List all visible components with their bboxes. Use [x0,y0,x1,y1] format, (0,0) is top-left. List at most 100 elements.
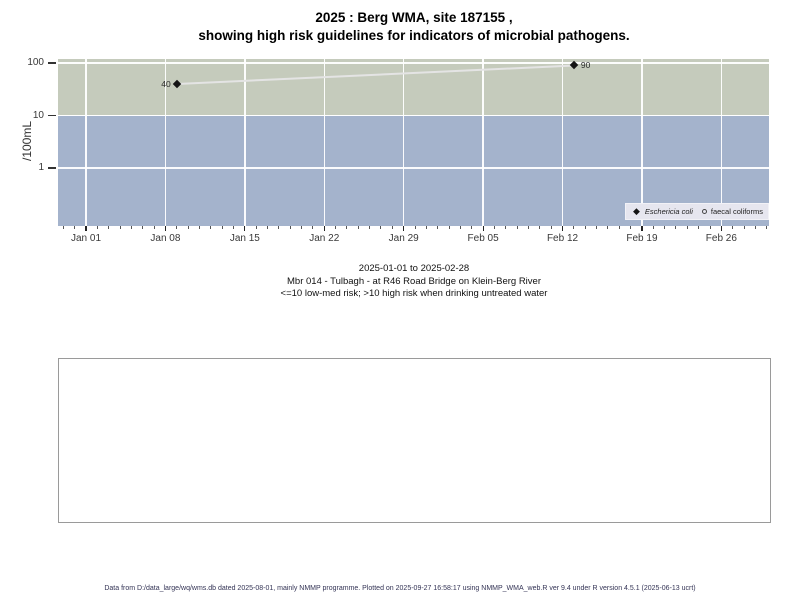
y-tick-mark [48,167,56,169]
chart-title: 2025 : Berg WMA, site 187155 , showing h… [28,9,800,45]
x-minor-tick [346,225,348,229]
x-minor-tick [357,225,359,229]
x-minor-tick [108,225,110,229]
empty-panel [58,358,771,523]
x-minor-tick [664,225,666,229]
gridline-vertical [244,58,246,226]
x-minor-tick [686,225,688,229]
x-tick-mark [561,225,564,231]
x-tick-mark [323,225,325,231]
gridline-vertical [402,58,405,226]
x-minor-tick [380,225,382,229]
filled-diamond-icon: ◆ [633,206,640,216]
x-minor-tick [527,225,529,229]
x-minor-tick [675,225,677,229]
gridline-vertical [85,58,87,226]
chart-title-line2: showing high risk guidelines for indicat… [198,28,630,43]
x-minor-tick [232,225,234,229]
gridline-horizontal [58,167,769,169]
x-minor-tick [414,225,416,229]
caption-risk-note: <=10 low-med risk; >10 high risk when dr… [280,288,548,299]
x-minor-tick [459,225,461,229]
gridline-vertical [720,58,723,226]
y-tick-label: 100 [27,57,44,68]
x-minor-tick [732,225,734,229]
x-tick-label: Jan 08 [150,232,181,244]
x-minor-tick [516,225,518,229]
x-minor-tick [335,225,337,229]
x-minor-tick [301,225,303,229]
x-tick-mark [482,225,484,231]
x-minor-tick [153,225,155,229]
caption: 2025-01-01 to 2025-02-28 Mbr 014 - Tulba… [28,263,800,301]
x-tick-mark [720,225,722,231]
x-minor-tick [130,225,132,229]
x-minor-tick [221,225,223,229]
gridline-vertical [641,58,643,226]
x-minor-tick [607,225,609,229]
x-tick-label: Jan 22 [309,232,340,244]
x-minor-tick [743,225,745,229]
x-tick-mark [641,225,643,231]
x-tick-label: Feb 05 [467,232,499,244]
x-minor-tick [119,225,121,229]
open-circle-icon [701,209,707,214]
x-minor-tick [448,225,450,229]
x-minor-tick [289,225,291,229]
x-tick-mark [244,225,246,231]
gridline-vertical [323,58,326,226]
y-tick-mark [48,62,56,64]
x-tick-label: Feb 19 [626,232,658,244]
x-minor-tick [505,225,507,229]
x-tick-mark [85,225,87,231]
x-minor-tick [652,225,654,229]
x-minor-tick [425,225,427,229]
data-point-label: 40 [161,78,171,89]
x-tick-mark [403,225,405,231]
x-minor-tick [754,225,756,229]
x-tick-label: Jan 01 [70,232,102,244]
y-tick-mark [48,114,56,117]
x-minor-tick [709,225,711,229]
x-tick-label: Feb 12 [546,232,579,244]
data-point-label: 90 [580,60,591,71]
gridline-horizontal [58,62,769,64]
x-minor-tick [187,225,189,229]
x-minor-tick [539,225,541,229]
x-minor-tick [391,225,393,229]
x-minor-tick [369,225,371,229]
x-minor-tick [198,225,200,229]
y-axis-label: /100mL [20,120,34,162]
gridline-vertical [482,58,484,226]
x-minor-tick [471,225,473,229]
gridline-vertical [164,58,167,226]
y-tick-label: 1 [38,162,44,173]
x-minor-tick [584,225,586,229]
gridline-horizontal [58,114,769,117]
x-minor-tick [255,225,257,229]
x-minor-tick [596,225,598,229]
x-minor-tick [493,225,495,229]
legend-label-faecal-coliforms: faecal coliforms [710,207,763,216]
x-minor-tick [573,225,575,229]
legend-label-ecoli: Eschericia coli [644,207,693,216]
x-minor-tick [74,225,76,229]
caption-date-range: 2025-01-01 to 2025-02-28 [358,263,470,274]
x-minor-tick [630,225,632,229]
x-minor-tick [698,225,700,229]
x-minor-tick [210,225,212,229]
x-minor-tick [312,225,314,229]
x-minor-tick [618,225,620,229]
x-tick-label: Jan 15 [229,232,260,244]
x-minor-tick [96,225,98,229]
x-tick-label: Feb 26 [705,232,737,244]
x-tick-label: Jan 29 [388,232,419,244]
x-minor-tick [176,225,178,229]
x-minor-tick [142,225,144,229]
x-tick-mark [164,225,166,231]
gridline-vertical [561,58,564,226]
y-tick-label: 10 [32,109,44,121]
x-minor-tick [62,225,64,229]
x-minor-tick [267,225,269,229]
